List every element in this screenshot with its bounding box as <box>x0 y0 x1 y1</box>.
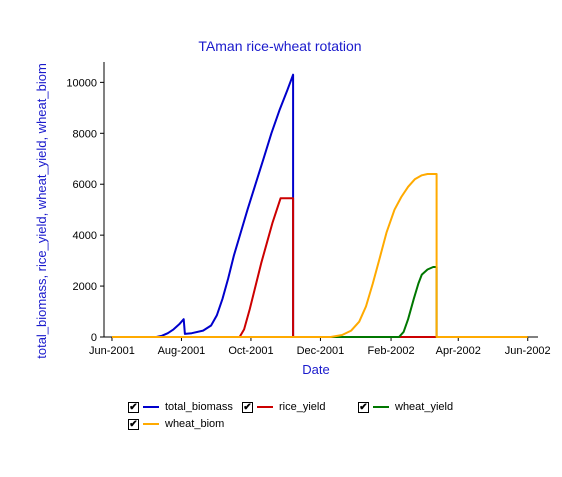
legend-swatch-total-biomass <box>143 406 159 408</box>
legend-label-wheat-yield: wheat_yield <box>395 401 454 413</box>
y-axis-ticks: 0 2000 4000 6000 8000 10000 <box>66 77 104 344</box>
y-tick-label: 6000 <box>73 179 97 191</box>
legend-item-rice-yield[interactable]: ✔ rice_yield <box>242 399 325 415</box>
axes <box>103 62 538 338</box>
legend-item-total-biomass[interactable]: ✔ total_biomass <box>128 399 233 415</box>
legend-checkbox-wheat-yield[interactable]: ✔ <box>358 401 369 413</box>
y-axis-label: total_biomass, rice_yield, wheat_yield, … <box>34 63 49 359</box>
x-tick-label: Jun-2001 <box>89 345 135 357</box>
series-line-rice-yield <box>112 197 528 338</box>
legend-item-wheat-biom[interactable]: ✔ wheat_biom <box>128 416 224 432</box>
series-line-wheat-yield <box>112 266 528 338</box>
legend-swatch-wheat-biom <box>143 423 159 425</box>
y-tick-label: 0 <box>91 332 97 344</box>
legend: ✔ total_biomass ✔ rice_yield ✔ wheat_yie… <box>124 397 544 433</box>
x-tick-label: Feb-2002 <box>368 345 415 357</box>
legend-label-total-biomass: total_biomass <box>165 401 233 413</box>
x-tick-label: Dec-2001 <box>297 345 345 357</box>
x-tick-label: Aug-2001 <box>158 345 206 357</box>
series-line-total-biomass <box>112 73 528 338</box>
legend-checkbox-rice-yield[interactable]: ✔ <box>242 401 253 413</box>
x-tick-label: Jun-2002 <box>505 345 551 357</box>
series-lines <box>112 73 528 338</box>
x-tick-label: Apr-2002 <box>436 345 481 357</box>
legend-label-rice-yield: rice_yield <box>279 401 326 413</box>
y-tick-label: 4000 <box>73 230 97 242</box>
chart-title: TAman rice-wheat rotation <box>198 38 361 54</box>
series-line-wheat-biom <box>112 173 528 338</box>
x-tick-label: Oct-2001 <box>228 345 273 357</box>
legend-swatch-rice-yield <box>257 406 273 408</box>
legend-item-wheat-yield[interactable]: ✔ wheat_yield <box>358 399 453 415</box>
x-axis-ticks: Jun-2001 Aug-2001 Oct-2001 Dec-2001 Feb-2002… <box>89 337 551 357</box>
legend-swatch-wheat-yield <box>373 406 389 408</box>
legend-checkbox-wheat-biom[interactable]: ✔ <box>128 418 139 430</box>
y-tick-label: 10000 <box>66 77 97 89</box>
legend-label-wheat-biom: wheat_biom <box>165 418 225 430</box>
x-axis-label: Date <box>302 362 329 377</box>
y-tick-label: 2000 <box>73 281 97 293</box>
y-tick-label: 8000 <box>73 128 97 140</box>
legend-checkbox-total-biomass[interactable]: ✔ <box>128 401 139 413</box>
